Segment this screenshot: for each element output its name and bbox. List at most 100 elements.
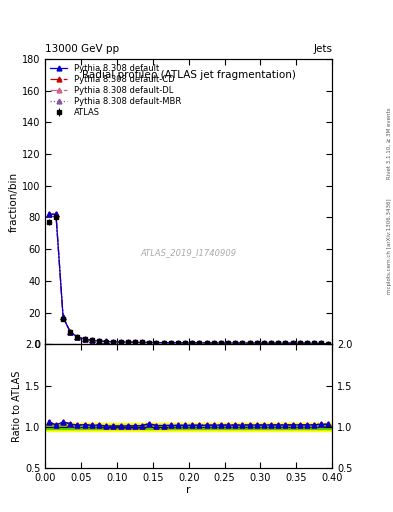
Pythia 8.308 default-CD [111, 339, 116, 345]
Pythia 8.308 default [197, 340, 202, 346]
Pythia 8.308 default [53, 211, 58, 218]
Pythia 8.308 default-DL [61, 314, 66, 321]
Pythia 8.308 default-CD [319, 340, 324, 347]
Pythia 8.308 default-MBR [53, 211, 58, 218]
Bar [45, 423, 332, 431]
Pythia 8.308 default-MBR [147, 339, 152, 346]
Pythia 8.308 default-CD [154, 339, 159, 346]
Pythia 8.308 default-MBR [140, 339, 144, 346]
Pythia 8.308 default-MBR [305, 340, 309, 346]
Pythia 8.308 default-MBR [269, 340, 274, 346]
Pythia 8.308 default-CD [183, 340, 187, 346]
Pythia 8.308 default [183, 340, 187, 346]
Pythia 8.308 default-CD [290, 340, 295, 346]
Pythia 8.308 default-CD [305, 340, 309, 346]
Pythia 8.308 default-CD [104, 338, 108, 345]
Pythia 8.308 default [240, 340, 245, 346]
Pythia 8.308 default [254, 340, 259, 346]
Pythia 8.308 default-CD [75, 334, 80, 340]
Pythia 8.308 default-MBR [111, 339, 116, 345]
X-axis label: r: r [186, 485, 191, 495]
Pythia 8.308 default-CD [211, 340, 216, 346]
Pythia 8.308 default-DL [104, 338, 108, 345]
Pythia 8.308 default-DL [46, 211, 51, 218]
Pythia 8.308 default-CD [68, 329, 73, 335]
Pythia 8.308 default-MBR [82, 336, 87, 342]
Pythia 8.308 default [226, 340, 230, 346]
Pythia 8.308 default-DL [53, 211, 58, 218]
Pythia 8.308 default-DL [269, 340, 274, 346]
Pythia 8.308 default [97, 338, 101, 344]
Pythia 8.308 default [168, 339, 173, 346]
Line: Pythia 8.308 default-MBR: Pythia 8.308 default-MBR [46, 212, 331, 346]
Pythia 8.308 default-DL [161, 339, 166, 346]
Pythia 8.308 default-MBR [168, 339, 173, 346]
Pythia 8.308 default-DL [211, 340, 216, 346]
Pythia 8.308 default [90, 337, 94, 344]
Pythia 8.308 default-CD [262, 340, 266, 346]
Pythia 8.308 default-DL [68, 329, 73, 335]
Pythia 8.308 default-CD [61, 314, 66, 321]
Pythia 8.308 default-DL [219, 340, 223, 346]
Pythia 8.308 default-DL [254, 340, 259, 346]
Pythia 8.308 default [211, 340, 216, 346]
Pythia 8.308 default-DL [283, 340, 288, 346]
Pythia 8.308 default-MBR [68, 329, 73, 335]
Pythia 8.308 default-DL [154, 339, 159, 346]
Text: Jets: Jets [313, 44, 332, 54]
Pythia 8.308 default [61, 314, 66, 321]
Text: Rivet 3.1.10, ≥ 3M events: Rivet 3.1.10, ≥ 3M events [387, 108, 391, 179]
Pythia 8.308 default-CD [132, 339, 137, 345]
Pythia 8.308 default [82, 336, 87, 342]
Pythia 8.308 default [204, 340, 209, 346]
Pythia 8.308 default-CD [53, 211, 58, 218]
Pythia 8.308 default-CD [190, 340, 195, 346]
Pythia 8.308 default-CD [226, 340, 230, 346]
Pythia 8.308 default [298, 340, 302, 346]
Pythia 8.308 default-DL [75, 334, 80, 340]
Pythia 8.308 default [319, 340, 324, 347]
Pythia 8.308 default-MBR [298, 340, 302, 346]
Pythia 8.308 default-CD [283, 340, 288, 346]
Pythia 8.308 default-DL [125, 339, 130, 345]
Pythia 8.308 default-DL [233, 340, 238, 346]
Pythia 8.308 default-DL [204, 340, 209, 346]
Line: Pythia 8.308 default-CD: Pythia 8.308 default-CD [46, 212, 331, 346]
Pythia 8.308 default [132, 339, 137, 345]
Pythia 8.308 default-DL [97, 338, 101, 344]
Pythia 8.308 default-DL [326, 341, 331, 347]
Pythia 8.308 default [219, 340, 223, 346]
Pythia 8.308 default-DL [262, 340, 266, 346]
Pythia 8.308 default-CD [233, 340, 238, 346]
Y-axis label: Ratio to ATLAS: Ratio to ATLAS [12, 371, 22, 442]
Pythia 8.308 default [276, 340, 281, 346]
Pythia 8.308 default [154, 339, 159, 346]
Text: mcplots.cern.ch [arXiv:1306.3436]: mcplots.cern.ch [arXiv:1306.3436] [387, 198, 391, 293]
Pythia 8.308 default [290, 340, 295, 346]
Pythia 8.308 default-DL [132, 339, 137, 345]
Pythia 8.308 default-MBR [283, 340, 288, 346]
Pythia 8.308 default-MBR [75, 334, 80, 340]
Pythia 8.308 default [269, 340, 274, 346]
Pythia 8.308 default-CD [326, 341, 331, 347]
Pythia 8.308 default-MBR [233, 340, 238, 346]
Pythia 8.308 default-MBR [125, 339, 130, 345]
Pythia 8.308 default-CD [276, 340, 281, 346]
Pythia 8.308 default-MBR [219, 340, 223, 346]
Pythia 8.308 default [233, 340, 238, 346]
Pythia 8.308 default-MBR [290, 340, 295, 346]
Pythia 8.308 default-DL [247, 340, 252, 346]
Pythia 8.308 default-CD [269, 340, 274, 346]
Pythia 8.308 default-MBR [132, 339, 137, 345]
Pythia 8.308 default [68, 329, 73, 335]
Pythia 8.308 default-CD [140, 339, 144, 346]
Pythia 8.308 default-MBR [90, 337, 94, 344]
Line: Pythia 8.308 default-DL: Pythia 8.308 default-DL [46, 212, 331, 346]
Pythia 8.308 default-MBR [154, 339, 159, 346]
Pythia 8.308 default-MBR [226, 340, 230, 346]
Bar [45, 425, 332, 429]
Pythia 8.308 default-DL [190, 340, 195, 346]
Pythia 8.308 default-MBR [326, 341, 331, 347]
Pythia 8.308 default-CD [219, 340, 223, 346]
Pythia 8.308 default [118, 339, 123, 345]
